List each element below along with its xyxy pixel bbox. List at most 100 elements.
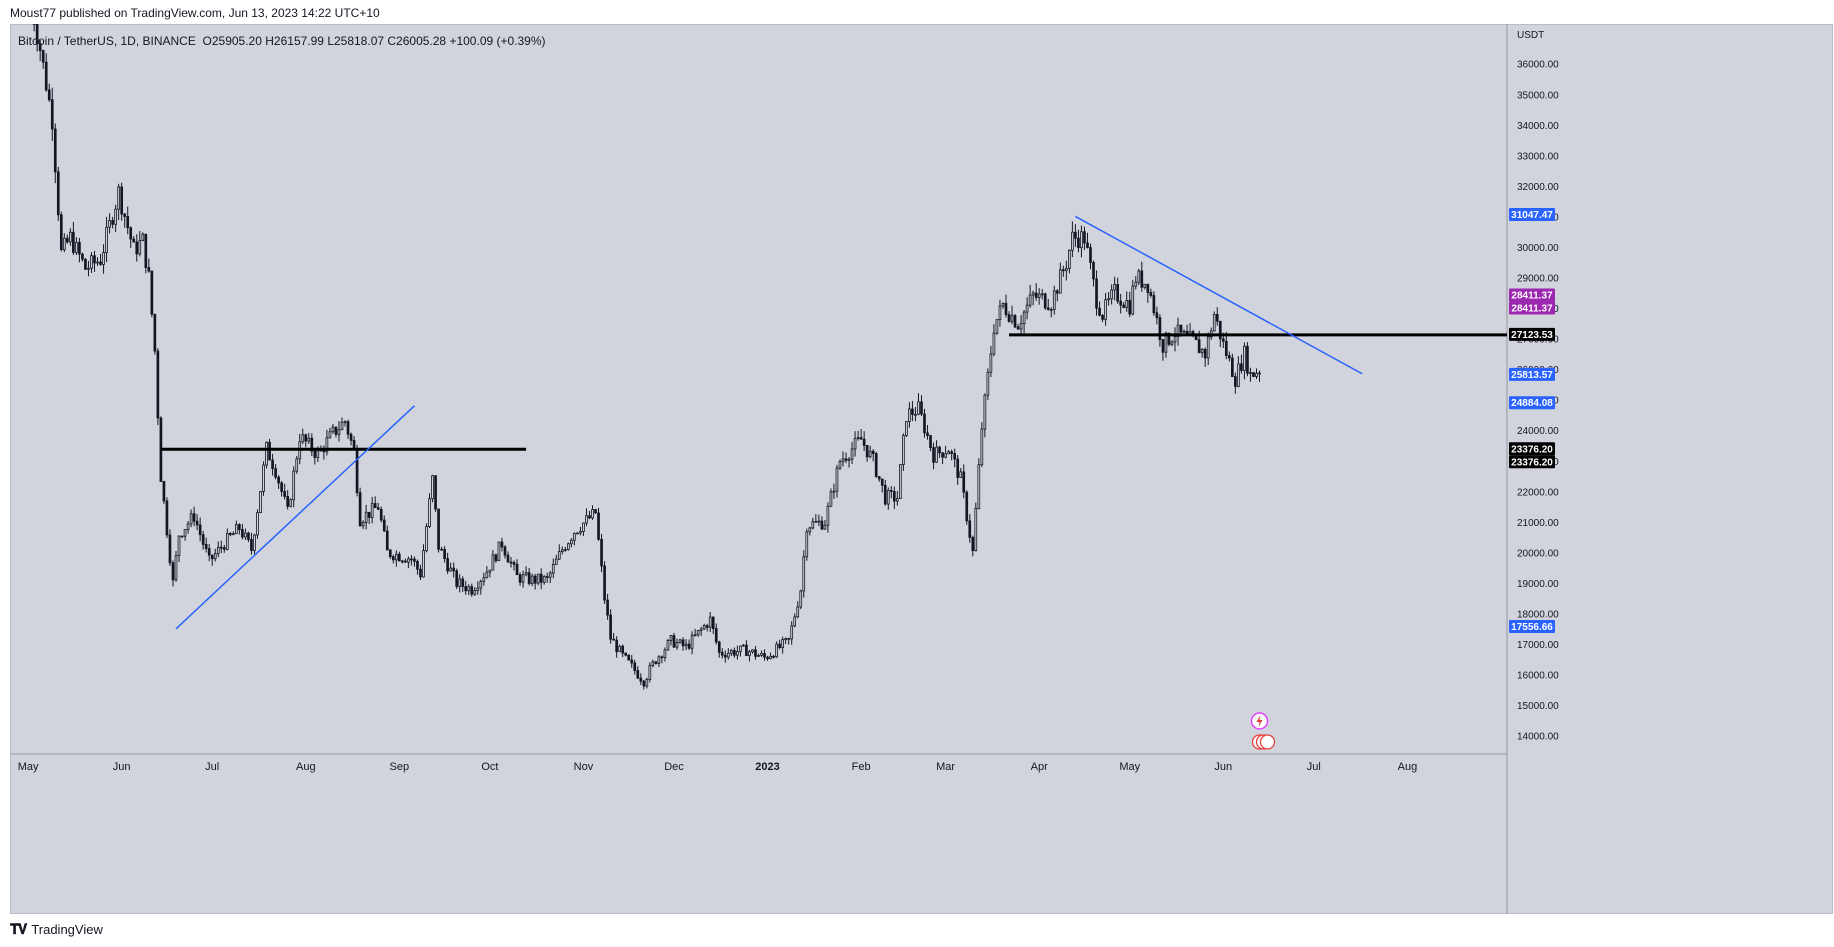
candle-body [331, 426, 335, 433]
candle-body [856, 437, 860, 440]
chart-panel[interactable] [10, 24, 1833, 914]
candle-body [96, 261, 99, 264]
candle-body [696, 629, 700, 636]
candle-body [573, 532, 576, 541]
candle-body [1221, 338, 1225, 342]
candle-body [736, 651, 739, 656]
candle-body [817, 520, 821, 523]
candle-body [117, 186, 120, 210]
x-tick-label: May [1119, 761, 1140, 773]
candle-body [989, 353, 993, 373]
candle-body [835, 467, 839, 492]
y-tick-label: 36000.00 [1517, 60, 1559, 71]
candle-body [355, 448, 359, 494]
candle-body [1212, 313, 1216, 332]
candle-body [564, 549, 567, 551]
candle-body [1019, 323, 1023, 330]
candle-body [953, 453, 957, 460]
candle-body [81, 253, 84, 260]
x-tick-label: Dec [664, 761, 684, 773]
candle-body [1258, 372, 1261, 375]
candle-body [1010, 315, 1014, 322]
candle-body [802, 556, 806, 592]
y-tick-label: 29000.00 [1517, 274, 1559, 285]
candle-body [1128, 300, 1132, 315]
candle-body [669, 635, 673, 641]
candle-body [1098, 307, 1101, 316]
candle-body [518, 574, 522, 583]
candle-body [35, 24, 39, 45]
price-chart[interactable]: USDT 14000.00 15000.00 16000.00 17000.00 1800… [10, 24, 1833, 914]
candle-body [394, 553, 398, 561]
candle-body [235, 524, 238, 535]
candle-body [769, 655, 772, 660]
candle-body [1140, 270, 1144, 288]
x-tick-label: 2023 [755, 761, 779, 773]
y-tick-label: 16000.00 [1517, 671, 1559, 682]
candle-body [633, 662, 637, 671]
y-tick-label: 24000.00 [1517, 426, 1559, 437]
candle-body [225, 533, 229, 550]
candle-body [693, 634, 697, 637]
candle-body [325, 437, 329, 453]
candle-body [618, 645, 622, 653]
candle-body [1231, 357, 1234, 378]
candle-body [829, 491, 833, 507]
candle-body [84, 258, 87, 270]
candle-body [723, 654, 727, 658]
candle-body [1046, 307, 1050, 310]
y-tick-label: 34000.00 [1517, 121, 1559, 132]
currency-label: USDT [1517, 30, 1544, 41]
candle-body [470, 586, 474, 595]
candle-body [1065, 267, 1068, 271]
candle-body [1200, 348, 1204, 354]
candle-body [986, 371, 990, 396]
candle-body [1206, 336, 1210, 359]
price-tag-label: 23376.20 [1511, 444, 1553, 455]
candle-body [1161, 339, 1165, 353]
candle-body [473, 590, 477, 595]
candle-body [99, 261, 102, 265]
candle-body [280, 482, 283, 492]
candle-body [1025, 304, 1029, 313]
candles-group [32, 24, 1507, 690]
candle-body [790, 625, 794, 640]
candle-body [539, 573, 543, 583]
candle-body [425, 526, 428, 552]
candle-body [262, 464, 265, 492]
candle-body [120, 186, 124, 215]
candle-body [805, 531, 809, 558]
candle-body [902, 435, 905, 466]
candle-body [808, 527, 812, 533]
candle-body [452, 567, 456, 572]
candle-body [370, 503, 374, 518]
candle-body [72, 231, 75, 253]
candle-body [1116, 284, 1119, 302]
candle-body [666, 639, 670, 651]
candle-body [334, 426, 338, 435]
candle-body [908, 408, 911, 422]
candle-body [847, 458, 851, 461]
y-tick-label: 30000.00 [1517, 243, 1559, 254]
candle-body [135, 241, 139, 255]
candle-body [702, 625, 706, 630]
candle-body [588, 515, 591, 519]
candle-body [838, 461, 842, 469]
trendline [175, 405, 415, 630]
price-tag [1509, 327, 1555, 341]
ohlc-high: H26157.99 [265, 34, 324, 48]
candle-body [1049, 308, 1053, 311]
candle-body [895, 498, 899, 502]
candle-body [177, 535, 181, 557]
candle-body [180, 535, 184, 538]
candle-body [1089, 247, 1092, 263]
candle-body [467, 586, 471, 592]
candle-body [59, 214, 63, 251]
x-tick-label: Jun [1214, 761, 1232, 773]
candle-body [950, 451, 953, 454]
candle-body [784, 637, 787, 641]
x-tick-label: May [18, 761, 39, 773]
candle-body [204, 543, 208, 549]
candle-body [1182, 330, 1186, 333]
candle-body [455, 570, 459, 587]
